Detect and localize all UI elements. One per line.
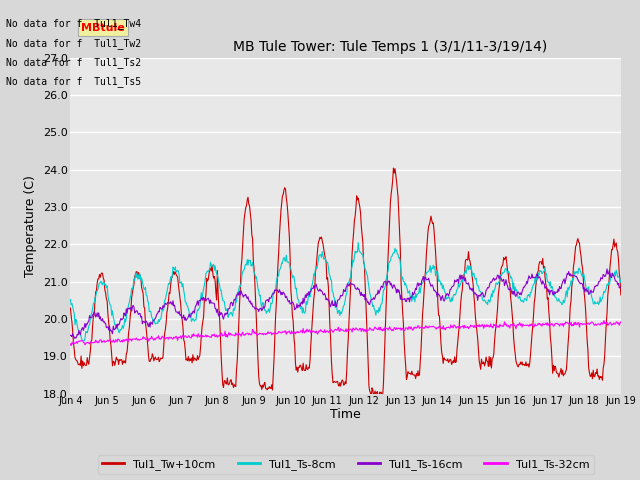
Text: No data for f  Tul1_Ts5: No data for f Tul1_Ts5	[6, 76, 141, 87]
Text: MBtule: MBtule	[81, 23, 125, 33]
Text: No data for f  Tul1_Tw2: No data for f Tul1_Tw2	[6, 37, 141, 48]
Legend: Tul1_Tw+10cm, Tul1_Ts-8cm, Tul1_Ts-16cm, Tul1_Ts-32cm: Tul1_Tw+10cm, Tul1_Ts-8cm, Tul1_Ts-16cm,…	[97, 455, 594, 474]
Text: No data for f  Tul1_Tw4: No data for f Tul1_Tw4	[6, 18, 141, 29]
Y-axis label: Temperature (C): Temperature (C)	[24, 175, 37, 276]
Text: No data for f  Tul1_Ts2: No data for f Tul1_Ts2	[6, 57, 141, 68]
Title: MB Tule Tower: Tule Temps 1 (3/1/11-3/19/14): MB Tule Tower: Tule Temps 1 (3/1/11-3/19…	[232, 40, 547, 54]
X-axis label: Time: Time	[330, 408, 361, 421]
